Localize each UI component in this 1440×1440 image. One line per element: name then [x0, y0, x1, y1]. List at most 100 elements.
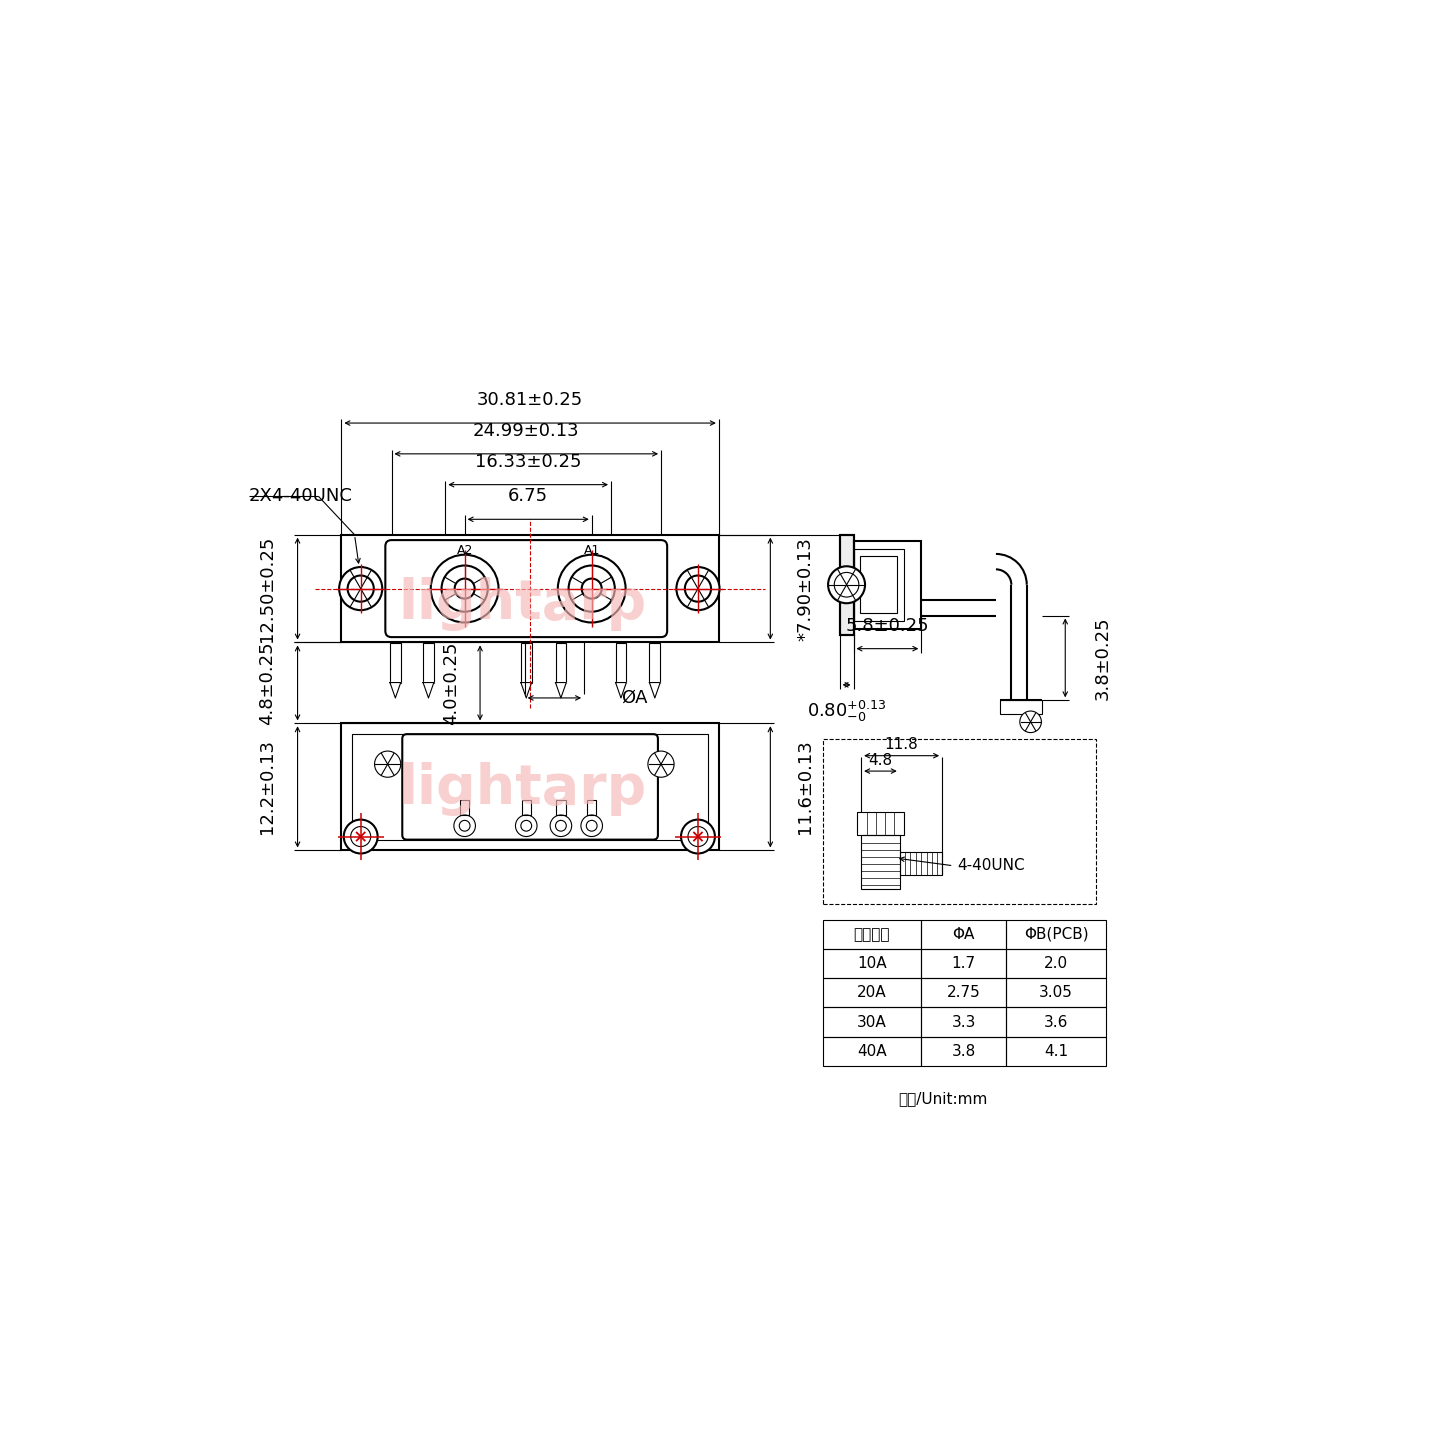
Bar [341, 723, 719, 851]
Bar [1007, 920, 1106, 949]
Text: 24.99±0.13: 24.99±0.13 [472, 422, 579, 441]
Bar [423, 642, 433, 683]
Circle shape [677, 567, 720, 611]
Bar [1007, 949, 1106, 978]
Text: A2: A2 [456, 543, 472, 557]
Text: lightarp: lightarp [399, 577, 647, 631]
Bar [922, 949, 1007, 978]
Text: 12.2±0.13: 12.2±0.13 [258, 739, 276, 834]
Circle shape [347, 576, 374, 602]
Bar [822, 920, 922, 949]
Text: 2.0: 2.0 [1044, 956, 1068, 971]
Bar [556, 799, 566, 815]
Bar [840, 534, 854, 635]
Bar [922, 978, 1007, 1008]
Text: ΦA: ΦA [952, 927, 975, 942]
Circle shape [1020, 711, 1041, 733]
Text: 3.8±0.25: 3.8±0.25 [1093, 616, 1112, 700]
Text: A1: A1 [583, 543, 600, 557]
Circle shape [580, 815, 602, 837]
Text: 11.6±0.13: 11.6±0.13 [796, 740, 814, 834]
Circle shape [374, 752, 400, 778]
Polygon shape [649, 683, 660, 698]
Circle shape [344, 819, 377, 854]
Circle shape [550, 815, 572, 837]
Circle shape [685, 576, 711, 602]
Text: 3.3: 3.3 [952, 1015, 976, 1030]
Circle shape [455, 579, 475, 599]
Bar [854, 549, 903, 621]
Circle shape [521, 821, 531, 831]
Text: 4-40UNC: 4-40UNC [958, 858, 1025, 873]
Circle shape [459, 821, 469, 831]
Text: 4.1: 4.1 [1044, 1044, 1068, 1058]
Circle shape [688, 827, 708, 847]
Text: 30.81±0.25: 30.81±0.25 [477, 392, 583, 409]
Text: *7.90±0.13: *7.90±0.13 [796, 537, 814, 641]
Bar [822, 1008, 922, 1037]
Bar [861, 835, 900, 888]
Bar [1007, 1008, 1106, 1037]
Bar [521, 642, 531, 683]
Text: 40A: 40A [857, 1044, 887, 1058]
Text: ΦB(PCB): ΦB(PCB) [1024, 927, 1089, 942]
Text: 11.8: 11.8 [884, 737, 919, 753]
Bar [822, 978, 922, 1008]
Bar [822, 739, 1096, 904]
Bar [341, 534, 719, 642]
Bar [857, 812, 903, 835]
Circle shape [516, 815, 537, 837]
Bar [860, 556, 897, 613]
Polygon shape [423, 683, 433, 698]
Circle shape [681, 819, 714, 854]
Bar [390, 642, 400, 683]
Bar [822, 1037, 922, 1066]
Text: 单位/Unit:mm: 单位/Unit:mm [899, 1092, 988, 1106]
Text: 3.8: 3.8 [952, 1044, 976, 1058]
Text: lightarp: lightarp [399, 762, 647, 816]
Polygon shape [615, 683, 626, 698]
Text: 4.8±0.25: 4.8±0.25 [258, 641, 276, 724]
Circle shape [582, 579, 602, 599]
Text: 16.33±0.25: 16.33±0.25 [475, 452, 582, 471]
Circle shape [586, 821, 598, 831]
Circle shape [648, 752, 674, 778]
Text: 2.75: 2.75 [946, 985, 981, 1001]
Circle shape [834, 573, 858, 598]
Text: 3.6: 3.6 [1044, 1015, 1068, 1030]
Bar [615, 642, 626, 683]
Polygon shape [521, 683, 531, 698]
Circle shape [556, 821, 566, 831]
Text: 额定电流: 额定电流 [854, 927, 890, 942]
Text: 10A: 10A [857, 956, 887, 971]
Polygon shape [390, 683, 400, 698]
Text: 5.8±0.25: 5.8±0.25 [845, 616, 929, 635]
Text: 4.8: 4.8 [868, 753, 893, 768]
Text: 4.0±0.25: 4.0±0.25 [442, 641, 459, 724]
Text: 30A: 30A [857, 1015, 887, 1030]
Bar [922, 1008, 1007, 1037]
Bar [854, 541, 922, 629]
Bar [353, 734, 708, 840]
Text: 1.7: 1.7 [952, 956, 976, 971]
Text: $0.80^{+0.13}_{-0}$: $0.80^{+0.13}_{-0}$ [806, 698, 886, 724]
Bar [840, 534, 854, 635]
Circle shape [557, 554, 625, 622]
Circle shape [569, 566, 615, 612]
Text: ØA: ØA [621, 688, 648, 707]
Circle shape [340, 567, 382, 611]
Bar [922, 1037, 1007, 1066]
Text: 20A: 20A [857, 985, 887, 1001]
Polygon shape [556, 683, 566, 698]
Circle shape [828, 566, 865, 603]
Text: 3.05: 3.05 [1040, 985, 1073, 1001]
Circle shape [454, 815, 475, 837]
Bar [922, 920, 1007, 949]
Bar [459, 799, 469, 815]
Text: 2X4-40UNC: 2X4-40UNC [249, 487, 353, 505]
Bar [822, 949, 922, 978]
Bar [521, 799, 531, 815]
Bar [1007, 1037, 1106, 1066]
Bar [900, 852, 942, 876]
Bar [588, 799, 596, 815]
